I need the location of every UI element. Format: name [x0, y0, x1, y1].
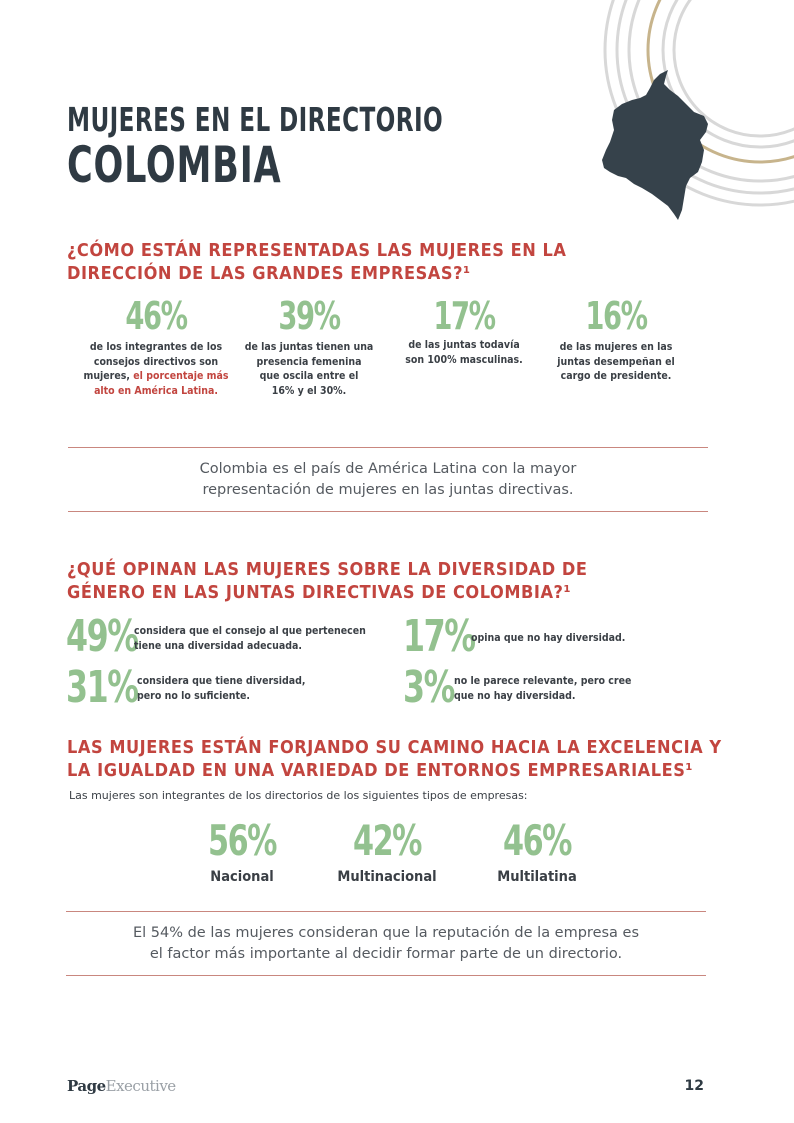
- section1-title-line2: DIRECCIÓN DE LAS GRANDES EMPRESAS?¹: [67, 263, 471, 284]
- company-type-item: 42% Multinacional: [307, 816, 467, 885]
- stat-value: 39%: [278, 294, 341, 338]
- callout-text: Colombia es el país de América Latina co…: [199, 461, 577, 498]
- section2-title-line1: ¿QUÉ OPINAN LAS MUJERES SOBRE LA DIVERSI…: [67, 559, 588, 580]
- stat-item: 39% de las juntas tienen una presencia f…: [229, 294, 389, 398]
- stat-description: de las juntas tienen una presencia femen…: [244, 341, 374, 397]
- stat-item: 16% de las mujeres en las juntas desempe…: [536, 294, 696, 384]
- divider: [66, 911, 706, 912]
- stat-item: 17% de las juntas todavía son 100% mascu…: [384, 294, 544, 367]
- company-type-label: Multinacional: [337, 869, 437, 885]
- company-type-label: Nacional: [210, 869, 274, 885]
- company-type-label: Multilatina: [497, 869, 577, 885]
- company-type-item: 46% Multilatina: [457, 816, 617, 885]
- colombia-map-icon: [602, 70, 708, 220]
- stat-value: 46%: [125, 294, 188, 338]
- section3-intro: Las mujeres son integrantes de los direc…: [69, 789, 528, 802]
- company-type-value: 42%: [352, 816, 423, 865]
- company-type-item: 56% Nacional: [162, 816, 322, 885]
- page-title-country: COLOMBIA: [67, 136, 282, 194]
- opinion-text: opina que no hay diversidad.: [471, 632, 626, 644]
- opinion-text: no le parece relevante, pero cree que no…: [454, 675, 632, 702]
- callout-text: El 54% de las mujeres consideran que la …: [132, 925, 640, 962]
- opinion-value: 3%: [403, 662, 455, 713]
- stat-description: de las mujeres en las juntas desempeñan …: [557, 341, 675, 382]
- company-type-value: 56%: [207, 816, 278, 865]
- decorative-rings: [602, 0, 794, 220]
- page-number: 12: [684, 1078, 704, 1094]
- section3-title-line2: LA IGUALDAD EN UNA VARIEDAD DE ENTORNOS …: [67, 760, 694, 781]
- stat-value: 17%: [433, 294, 496, 338]
- section3-title-line1: LAS MUJERES ESTÁN FORJANDO SU CAMINO HAC…: [67, 737, 722, 758]
- stat-value: 16%: [585, 294, 648, 338]
- opinion-value: 17%: [403, 611, 476, 662]
- divider: [68, 511, 708, 512]
- stat-description: de los integrantes de los consejos direc…: [83, 341, 229, 397]
- opinion-value: 31%: [66, 662, 139, 713]
- opinion-value: 49%: [66, 611, 139, 662]
- stat-item: 46% de los integrantes de los consejos d…: [76, 294, 236, 398]
- divider: [66, 975, 706, 976]
- section1-title-line1: ¿CÓMO ESTÁN REPRESENTADAS LAS MUJERES EN…: [67, 240, 567, 261]
- opinion-text: considera que el consejo al que pertenec…: [134, 625, 366, 652]
- page-title-line1: MUJERES EN EL DIRECTORIO: [67, 100, 444, 139]
- opinion-text: considera que tiene diversidad, pero no …: [137, 675, 306, 702]
- brand-logo: PageExecutive: [67, 1077, 176, 1095]
- divider: [68, 447, 708, 448]
- company-type-value: 46%: [502, 816, 573, 865]
- section2-title-line2: GÉNERO EN LAS JUNTAS DIRECTIVAS DE COLOM…: [67, 582, 572, 603]
- stat-description: de las juntas todavía son 100% masculina…: [405, 339, 523, 366]
